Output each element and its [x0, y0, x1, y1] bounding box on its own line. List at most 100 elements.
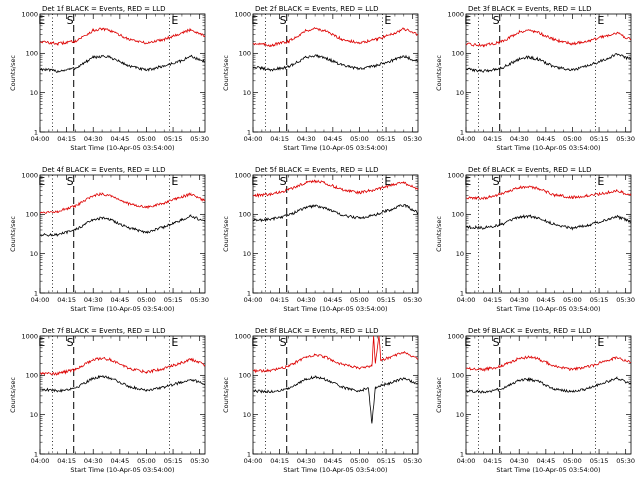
event-marker-label: S — [67, 336, 74, 349]
panel-title: Det 9f BLACK = Events, RED = LLD — [468, 327, 591, 335]
y-tick-label: 1000 — [447, 10, 464, 18]
x-tick-label: 04:15 — [483, 457, 502, 465]
y-tick-label: 10 — [243, 89, 251, 97]
x-tick-label: 04:00 — [457, 457, 476, 465]
x-tick-label: 04:00 — [31, 135, 50, 143]
panel-title: Det 3f BLACK = Events, RED = LLD — [468, 5, 591, 13]
y-tick-label: 10 — [456, 250, 464, 258]
event-marker-label: S — [280, 175, 287, 188]
events-series-line — [465, 214, 632, 231]
x-tick-label: 04:30 — [84, 457, 103, 465]
x-tick-label: 04:30 — [297, 135, 316, 143]
x-tick-label: 05:30 — [403, 457, 422, 465]
panel-title: Det 2f BLACK = Events, RED = LLD — [255, 5, 378, 13]
events-series-line — [39, 54, 205, 73]
y-tick-label: 10 — [456, 89, 464, 97]
x-axis-label: Start Time (10-Apr-05 03:54:00) — [283, 144, 387, 152]
y-axis-label: Counts/sec — [222, 216, 230, 252]
x-tick-label: 04:45 — [110, 135, 129, 143]
y-tick-label: 1 — [460, 450, 464, 458]
plot-frame — [252, 174, 419, 294]
event-marker-label: E — [251, 14, 258, 27]
event-marker-label: S — [493, 336, 500, 349]
x-tick-label: 04:30 — [84, 296, 103, 304]
x-axis-label: Start Time (10-Apr-05 03:54:00) — [496, 144, 600, 152]
x-tick-label: 05:15 — [590, 135, 609, 143]
y-tick-label: 1000 — [21, 332, 38, 340]
x-axis-label: Start Time (10-Apr-05 03:54:00) — [496, 305, 600, 313]
plot-frame — [39, 335, 206, 455]
y-tick-label: 100 — [239, 50, 251, 58]
x-axis-label: Start Time (10-Apr-05 03:54:00) — [283, 466, 387, 474]
detector-panel: Det 2f BLACK = Events, RED = LLD 1 10 100 10… — [222, 5, 422, 152]
x-tick-label: 05:15 — [590, 457, 609, 465]
plot-frame — [39, 13, 206, 133]
x-tick-label: 04:00 — [244, 457, 263, 465]
x-tick-label: 05:15 — [377, 135, 396, 143]
y-tick-label: 1000 — [234, 171, 251, 179]
x-tick-label: 05:15 — [164, 135, 183, 143]
event-marker-label: E — [171, 14, 178, 27]
x-tick-label: 04:45 — [110, 457, 129, 465]
y-tick-label: 1 — [34, 450, 38, 458]
x-tick-label: 04:00 — [244, 135, 263, 143]
x-tick-label: 05:00 — [563, 135, 582, 143]
event-marker-label: S — [493, 175, 500, 188]
event-marker-label: E — [597, 336, 604, 349]
y-tick-label: 100 — [452, 211, 464, 219]
lld-series-line — [39, 192, 206, 215]
x-tick-label: 04:15 — [57, 135, 76, 143]
event-marker-label: E — [464, 175, 471, 188]
y-axis-label: Counts/sec — [9, 55, 17, 91]
y-axis-label: Counts/sec — [222, 55, 230, 91]
x-tick-label: 04:15 — [483, 135, 502, 143]
x-tick-label: 05:00 — [350, 457, 369, 465]
event-marker-label: S — [280, 336, 287, 349]
events-series-line — [252, 54, 419, 72]
detector-panel: Det 6f BLACK = Events, RED = LLD 1 10 100 10… — [435, 166, 635, 313]
x-tick-label: 05:00 — [350, 296, 369, 304]
x-tick-label: 04:45 — [323, 296, 342, 304]
x-tick-label: 05:30 — [190, 135, 209, 143]
x-tick-label: 04:45 — [536, 135, 555, 143]
lld-series-line — [252, 335, 419, 374]
panel-title: Det 6f BLACK = Events, RED = LLD — [468, 166, 591, 174]
lld-series-line — [465, 355, 632, 372]
plot-frame — [39, 174, 206, 294]
x-tick-label: 04:45 — [536, 296, 555, 304]
x-tick-label: 04:45 — [323, 135, 342, 143]
x-tick-label: 05:00 — [563, 457, 582, 465]
x-tick-label: 04:00 — [31, 457, 50, 465]
y-tick-label: 1 — [247, 289, 251, 297]
event-marker-label: S — [280, 14, 287, 27]
y-tick-label: 100 — [239, 211, 251, 219]
y-tick-label: 100 — [452, 372, 464, 380]
x-tick-label: 05:00 — [350, 135, 369, 143]
x-tick-label: 04:30 — [297, 457, 316, 465]
y-tick-label: 10 — [456, 411, 464, 419]
event-marker-label: S — [493, 14, 500, 27]
plot-frame — [252, 335, 419, 455]
event-marker-label: E — [597, 175, 604, 188]
x-tick-label: 04:45 — [323, 457, 342, 465]
detector-panel: Det 5f BLACK = Events, RED = LLD 1 10 100 10… — [222, 166, 422, 313]
events-series-line — [465, 53, 632, 73]
event-marker-label: E — [171, 175, 178, 188]
y-tick-label: 1000 — [447, 332, 464, 340]
detector-panel: Det 9f BLACK = Events, RED = LLD 1 10 100 10… — [435, 327, 635, 474]
x-tick-label: 04:30 — [297, 296, 316, 304]
y-tick-label: 100 — [26, 372, 38, 380]
y-tick-label: 10 — [30, 89, 38, 97]
x-axis-label: Start Time (10-Apr-05 03:54:00) — [496, 466, 600, 474]
panel-title: Det 8f BLACK = Events, RED = LLD — [255, 327, 378, 335]
y-axis-label: Counts/sec — [222, 377, 230, 413]
x-tick-label: 04:15 — [270, 296, 289, 304]
y-axis-label: Counts/sec — [435, 216, 443, 252]
x-tick-label: 05:00 — [137, 457, 156, 465]
x-tick-label: 05:15 — [164, 457, 183, 465]
x-tick-label: 05:30 — [616, 135, 635, 143]
events-series-line — [39, 214, 206, 237]
x-tick-label: 04:30 — [510, 296, 529, 304]
x-tick-label: 04:45 — [536, 457, 555, 465]
